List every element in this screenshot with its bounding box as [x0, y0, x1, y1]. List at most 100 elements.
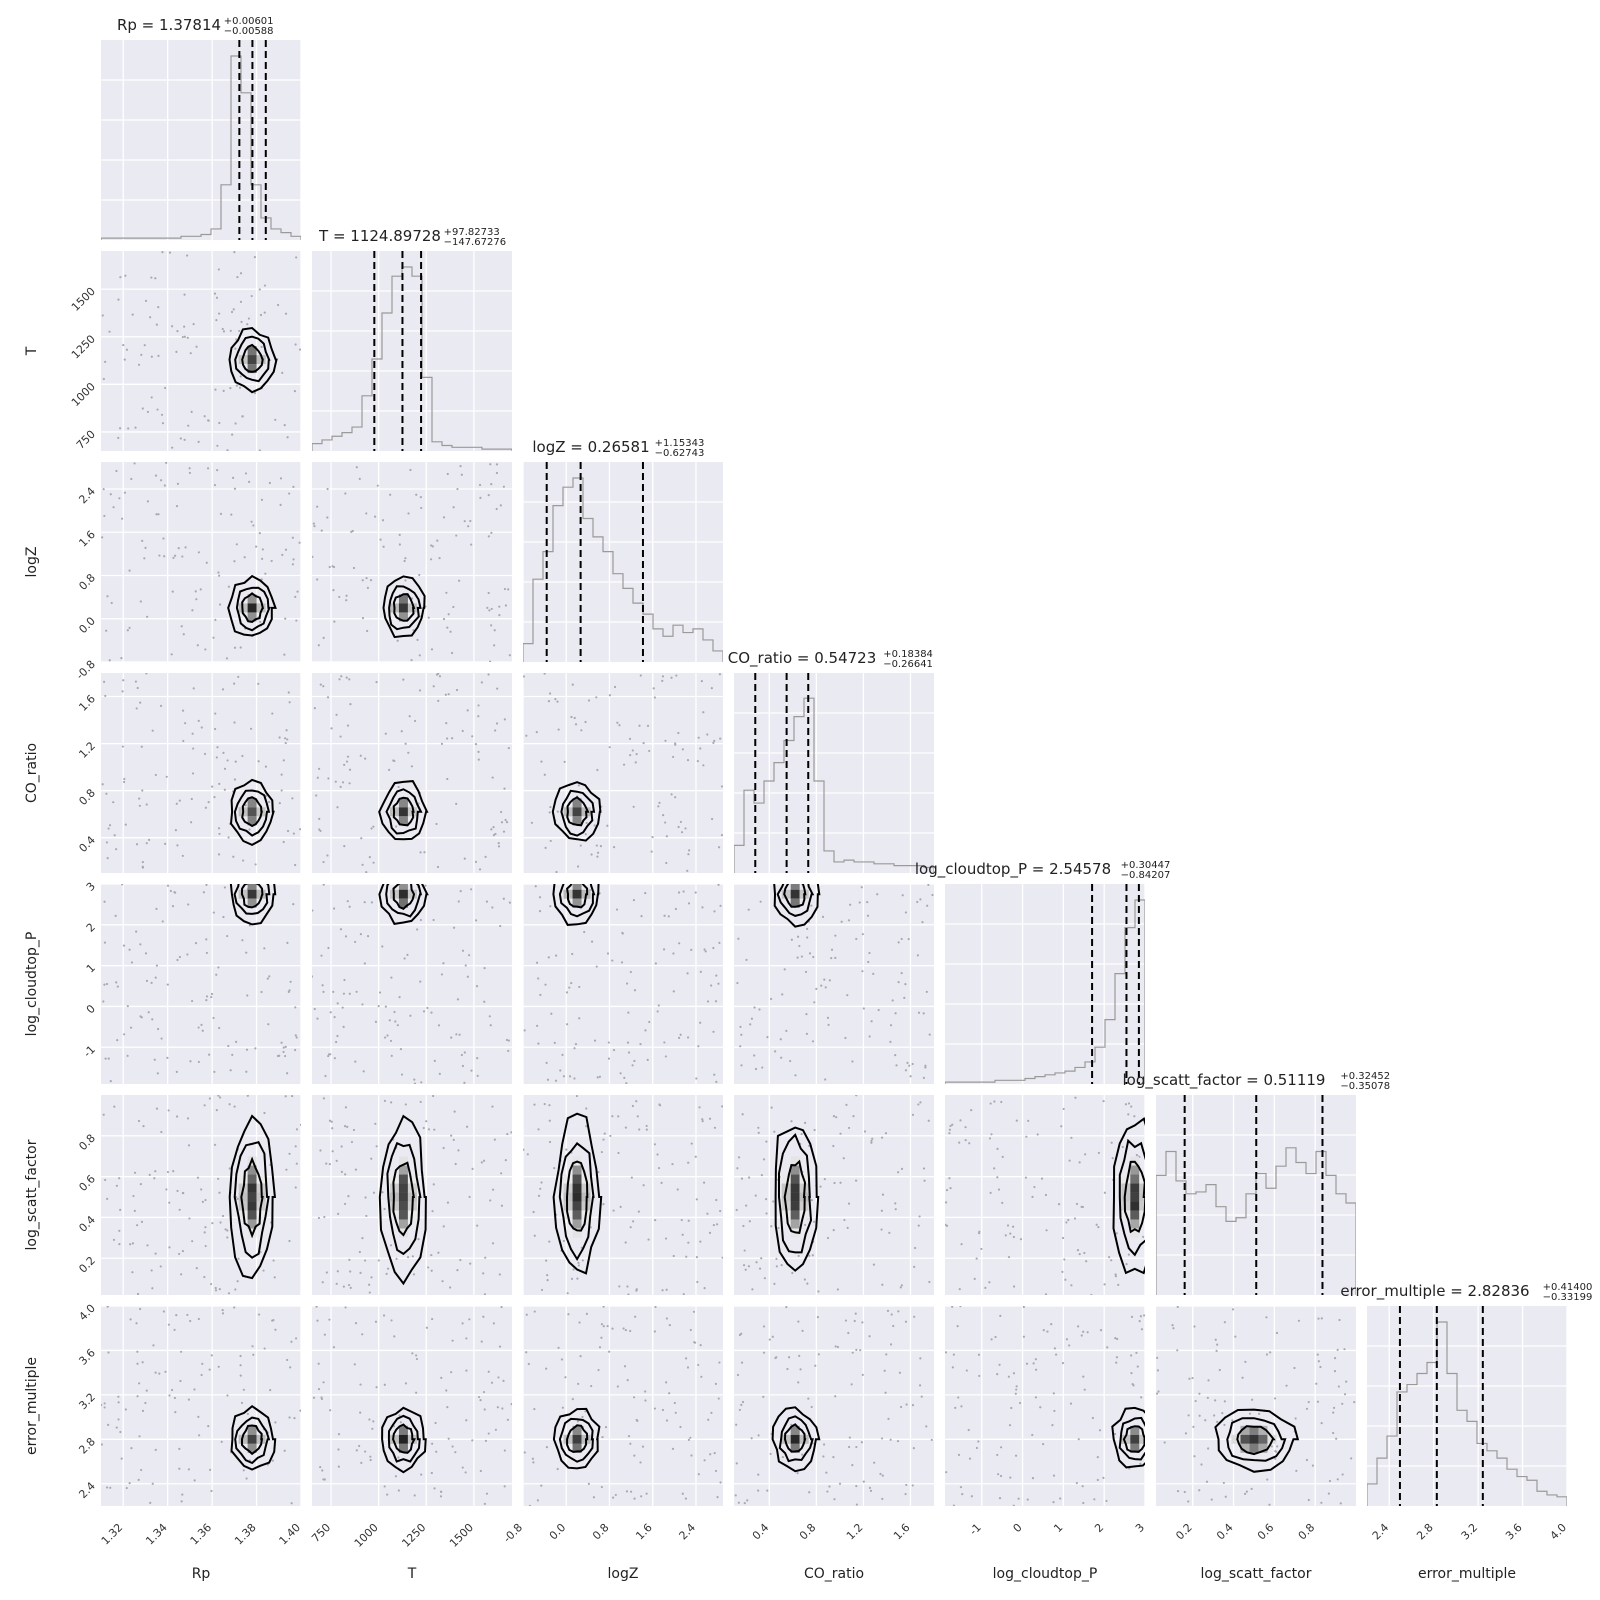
- scatter-point: [1075, 1481, 1078, 1485]
- scatter-point: [839, 1181, 842, 1184]
- density-cell: [572, 798, 582, 808]
- scatter-point: [1042, 1442, 1045, 1446]
- scatter-point: [1026, 1498, 1029, 1501]
- scatter-point: [234, 422, 237, 425]
- scatter-point: [452, 506, 455, 509]
- scatter-point: [701, 1118, 704, 1121]
- scatter-point: [355, 990, 358, 993]
- scatter-point: [257, 682, 260, 685]
- scatter-point: [805, 1013, 808, 1016]
- scatter-point: [438, 557, 441, 560]
- density-cell: [790, 1183, 800, 1193]
- scatter-point: [713, 739, 716, 742]
- scatter-point: [787, 1356, 791, 1359]
- scatter-point: [1125, 1263, 1128, 1266]
- scatter-point: [1121, 1145, 1124, 1149]
- scatter-point: [604, 1426, 608, 1429]
- contour-inner: [241, 1424, 264, 1456]
- scatter-point: [490, 607, 493, 611]
- scatter-point: [353, 1363, 356, 1366]
- scatter-point: [494, 1428, 498, 1431]
- panel-rp-vs-t: [101, 251, 302, 451]
- scatter-point: [295, 1036, 298, 1039]
- scatter-point: [619, 1072, 622, 1075]
- scatter-point: [379, 538, 382, 541]
- scatter-point: [470, 543, 473, 546]
- scatter-point: [166, 1170, 170, 1174]
- scatter-point: [141, 1361, 144, 1364]
- scatter-point: [1082, 1375, 1085, 1378]
- scatter-point: [852, 1114, 855, 1118]
- scatter-point: [238, 386, 242, 389]
- scatter-point: [431, 1317, 434, 1321]
- scatter-points: [102, 1095, 301, 1295]
- scatter-point: [905, 1483, 908, 1487]
- scatter-point: [126, 1054, 129, 1057]
- scatter-point: [482, 1159, 486, 1162]
- scatter-point: [295, 1162, 298, 1165]
- scatter-points: [312, 1306, 512, 1505]
- scatter-point: [389, 493, 392, 496]
- scatter-point: [629, 970, 632, 974]
- x-tick-label-log-cloudtop-p: 0: [1011, 1521, 1025, 1535]
- scatter-point: [762, 1395, 765, 1399]
- scatter-point: [217, 312, 221, 315]
- scatter-point: [922, 1076, 926, 1079]
- scatter-point: [740, 1033, 743, 1036]
- scatter-point: [458, 579, 461, 582]
- scatter-point: [779, 1038, 782, 1041]
- scatter-point: [239, 272, 243, 275]
- scatter-point: [286, 738, 289, 741]
- scatter-point: [606, 824, 609, 827]
- scatter-point: [130, 1447, 133, 1450]
- scatter-point: [281, 553, 284, 556]
- scatter-point: [197, 719, 200, 722]
- scatter-point: [252, 1353, 255, 1356]
- scatter-point: [200, 1373, 203, 1377]
- scatter-point: [106, 857, 109, 860]
- scatter-point: [900, 937, 903, 941]
- scatter-point: [618, 1285, 621, 1288]
- scatter-point: [217, 1177, 220, 1180]
- scatter-point: [397, 1489, 400, 1492]
- scatter-point: [810, 904, 813, 907]
- scatter-point: [344, 935, 348, 938]
- scatter-point: [687, 1219, 690, 1222]
- scatter-point: [945, 1201, 948, 1204]
- scatter-point: [796, 956, 799, 959]
- scatter-point: [533, 1103, 536, 1106]
- scatter-point: [232, 308, 235, 311]
- scatter-point: [361, 863, 364, 866]
- scatter-point: [369, 579, 373, 582]
- scatter-point: [747, 1265, 750, 1268]
- scatter-point: [984, 1286, 987, 1289]
- scatter-point: [1198, 1414, 1201, 1417]
- scatter-point: [345, 676, 348, 679]
- scatter-point: [1083, 1251, 1086, 1255]
- scatter-point: [1207, 1447, 1210, 1450]
- scatter-point: [215, 319, 218, 322]
- scatter-point: [1320, 1422, 1323, 1425]
- density-cell: [398, 1210, 408, 1220]
- scatter-point: [627, 1051, 631, 1054]
- scatter-point: [500, 1204, 504, 1207]
- scatter-point: [259, 620, 262, 623]
- scatter-point: [260, 345, 263, 348]
- scatter-point: [862, 1480, 865, 1483]
- scatter-point: [853, 1319, 856, 1323]
- scatter-point: [406, 1256, 410, 1259]
- panel-t-vs-log-scatt-factor: [312, 1095, 512, 1295]
- scatter-point: [1110, 1141, 1113, 1144]
- scatter-point: [285, 1168, 288, 1171]
- scatter-point: [430, 1269, 433, 1272]
- scatter-point: [494, 832, 497, 836]
- scatter-point: [627, 1434, 631, 1438]
- scatter-point: [930, 1438, 933, 1441]
- scatter-point: [798, 1354, 801, 1357]
- scatter-point: [964, 1139, 967, 1142]
- contour-inner: [241, 343, 264, 373]
- scatter-point: [873, 1461, 876, 1464]
- scatter-point: [336, 806, 339, 809]
- scatter-point: [543, 773, 546, 776]
- scatter-point: [176, 1189, 179, 1193]
